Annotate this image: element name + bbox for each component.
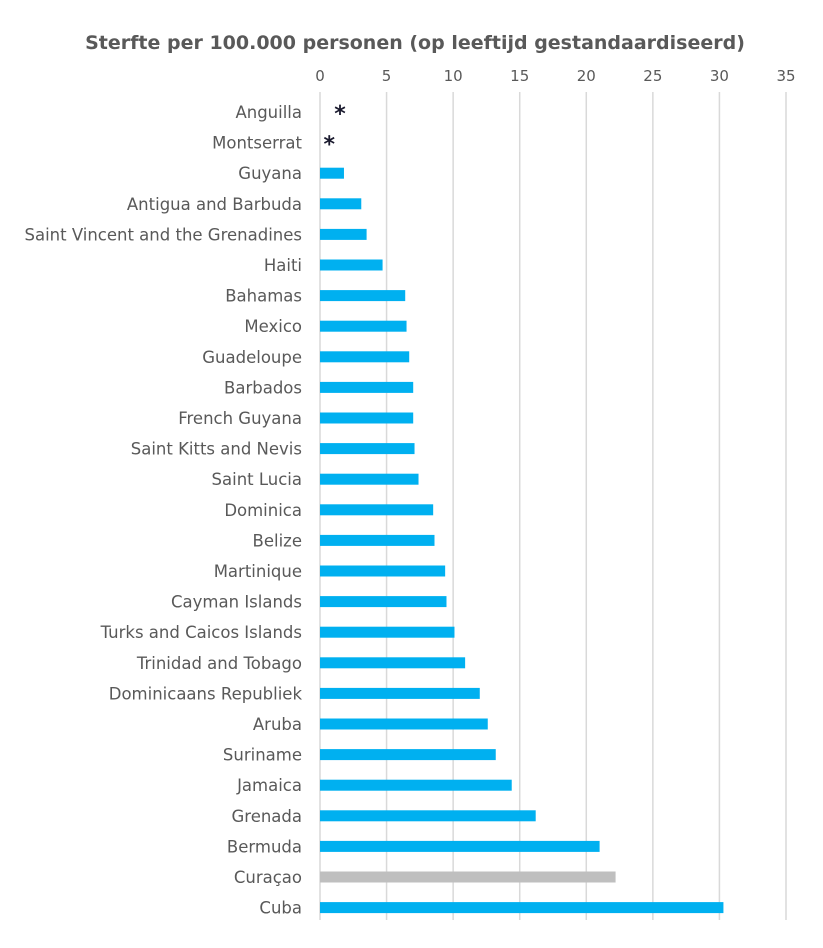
category-label: Belize [253,531,302,550]
asterisk-marker: * [324,133,336,158]
bar-haiti [320,259,383,271]
category-label: Suriname [223,746,302,765]
x-tick-label: 35 [776,67,795,85]
bar-dominica [320,504,434,516]
x-tick-label: 0 [315,67,325,85]
bar-jamaica [320,779,512,791]
category-label: Guyana [238,164,302,183]
bar-grenada [320,810,536,822]
category-label: Barbados [224,378,302,397]
bar-cuba [320,902,724,914]
category-label: Montserrat [212,134,302,153]
asterisk-marker: * [334,102,346,127]
markers: ** [324,102,347,158]
category-label: Saint Vincent and the Grenadines [24,225,302,244]
bar-saint-vincent-and-the-grenadines [320,228,367,240]
x-axis-tick-labels: 0 5 10 15 20 25 30 35 [315,67,795,85]
category-label: Dominica [224,501,302,520]
bar-mexico [320,320,407,332]
category-label: Guadeloupe [202,348,302,367]
bars [320,167,724,914]
x-tick-label: 5 [382,67,392,85]
category-label: Turks and Caicos Islands [100,623,302,642]
bar-dominicaans-republiek [320,687,480,699]
category-label: Bermuda [227,837,302,856]
category-label: Dominicaans Republiek [109,684,303,703]
gridlines [319,92,787,920]
category-label: Grenada [231,807,302,826]
category-label: Anguilla [235,103,302,122]
category-labels: Anguilla Montserrat Guyana Antigua and Barb… [24,103,302,918]
x-tick-label: 15 [510,67,529,85]
category-label: Haiti [264,256,302,275]
bar-belize [320,534,435,546]
bar-antigua-and-barbuda [320,198,362,210]
bar-guyana [320,167,344,179]
bar-aruba [320,718,488,730]
bar-barbados [320,381,414,393]
category-label: Cuba [259,899,302,918]
category-label: Bahamas [225,287,302,306]
category-label: Jamaica [236,776,302,795]
bar-suriname [320,749,496,761]
x-tick-label: 10 [444,67,463,85]
bar-bahamas [320,290,406,302]
bar-bermuda [320,840,600,852]
category-label: Cayman Islands [171,593,302,612]
category-label: Saint Lucia [212,470,302,489]
bar-cura-ao [320,871,616,883]
category-label: Martinique [214,562,302,581]
x-tick-label: 20 [577,67,596,85]
bar-trinidad-and-tobago [320,657,466,669]
category-label: French Guyana [178,409,302,428]
category-label: Curaçao [234,868,302,887]
category-label: Saint Kitts and Nevis [131,440,302,459]
bar-martinique [320,565,446,577]
bar-french-guyana [320,412,414,424]
bar-guadeloupe [320,351,410,363]
bar-saint-lucia [320,473,419,485]
category-label: Mexico [244,317,302,336]
x-tick-label: 25 [643,67,662,85]
bar-turks-and-caicos-islands [320,626,455,638]
category-label: Trinidad and Tobago [136,654,302,673]
bar-cayman-islands [320,596,447,608]
category-label: Aruba [253,715,302,734]
x-tick-label: 30 [710,67,729,85]
chart-title: Sterfte per 100.000 personen (op leeftij… [85,32,745,54]
bar-saint-kitts-and-nevis [320,443,415,455]
category-label: Antigua and Barbuda [127,195,302,214]
